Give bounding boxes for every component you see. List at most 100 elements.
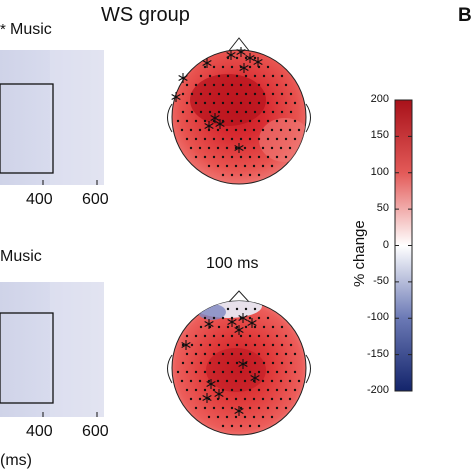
electrode-dot — [230, 83, 234, 87]
electrode-dot — [289, 361, 293, 365]
significance-star — [181, 342, 191, 348]
electrode-dot — [225, 128, 229, 132]
electrode-dot — [235, 307, 239, 311]
electrode-dot — [257, 155, 261, 159]
electrode-dot — [230, 352, 234, 356]
electrode-dot — [271, 74, 275, 78]
significance-star — [227, 319, 237, 325]
electrode-dot — [230, 173, 234, 177]
electrode-dot — [297, 128, 301, 132]
electrode-dot — [248, 101, 252, 105]
electrode-dot — [216, 379, 220, 383]
electrode-dot — [248, 155, 252, 159]
significance-star — [250, 375, 260, 381]
electrode-dot — [275, 137, 279, 141]
electrode-dot — [234, 164, 238, 168]
electrode-dot — [262, 325, 266, 329]
electrode-dot — [199, 343, 203, 347]
electrode-dot — [239, 388, 243, 392]
electrode-dot — [189, 128, 193, 132]
electrode-dot — [230, 424, 234, 428]
electrode-dot — [270, 164, 274, 168]
electrode-dot — [293, 101, 297, 105]
electrode-dot — [207, 146, 211, 150]
electrode-dot — [284, 119, 288, 123]
electrode-dot — [270, 379, 274, 383]
electrode-dot — [212, 352, 216, 356]
electrode-dot — [212, 137, 216, 141]
electrode-dot — [257, 137, 261, 141]
significance-star — [206, 381, 216, 387]
significance-star — [239, 65, 249, 71]
electrode-dot — [239, 173, 243, 177]
significance-star — [210, 115, 220, 121]
electrode-dot — [275, 370, 279, 374]
electrode-dot — [248, 83, 252, 87]
colorbar-tick-label: 200 — [370, 93, 389, 105]
electrode-dot — [252, 128, 256, 132]
electrode-dot — [221, 406, 225, 410]
electrode-dot — [208, 92, 212, 96]
significance-star — [226, 52, 236, 58]
electrode-dot — [266, 155, 270, 159]
electrode-dot — [198, 128, 202, 132]
electrode-dot — [275, 352, 279, 356]
electrode-dot — [185, 83, 189, 87]
electrode-dot — [199, 361, 203, 365]
electrode-dot — [253, 56, 257, 60]
electrode-dot — [253, 307, 257, 311]
electrode-dot — [203, 406, 207, 410]
electrode-dot — [253, 325, 257, 329]
electrode-dot — [244, 307, 248, 311]
electrode-dot — [221, 352, 225, 356]
significance-star — [202, 395, 212, 401]
electrode-dot — [243, 164, 247, 168]
significance-star — [238, 315, 248, 321]
electrode-dot — [208, 110, 212, 114]
electrode-dot — [194, 137, 198, 141]
electrode-dot — [230, 334, 234, 338]
electrode-dot — [212, 101, 216, 105]
electrode-dot — [284, 406, 288, 410]
electrode-dot — [234, 415, 238, 419]
electrode-dot — [262, 343, 266, 347]
electrode-dot — [176, 370, 180, 374]
electrode-dot — [239, 101, 243, 105]
electrode-dot — [252, 397, 256, 401]
electrode-dot — [194, 352, 198, 356]
significance-star — [247, 320, 257, 326]
electrode-dot — [262, 92, 266, 96]
electrode-dot — [253, 343, 257, 347]
electrode-dot — [293, 352, 297, 356]
electrode-dot — [297, 379, 301, 383]
electrode-dot — [234, 128, 238, 132]
electrode-dot — [230, 155, 234, 159]
electrode-dot — [217, 74, 221, 78]
electrode-dot — [199, 74, 203, 78]
electrode-dot — [221, 65, 225, 69]
bottom-x-tick-600: 600 — [82, 423, 109, 440]
electrode-dot — [226, 325, 230, 329]
electrode-dot — [221, 424, 225, 428]
electrode-dot — [293, 370, 297, 374]
colorbar-tick-label: 0 — [382, 238, 389, 251]
electrode-dot — [261, 415, 265, 419]
electrode-dot — [289, 92, 293, 96]
electrode-dot — [266, 137, 270, 141]
electrode-dot — [266, 65, 270, 69]
electrode-dot — [180, 379, 184, 383]
electrode-dot — [194, 83, 198, 87]
electrode-dot — [216, 164, 220, 168]
electrode-dot — [284, 370, 288, 374]
electrode-dot — [226, 74, 230, 78]
colorbar-tick-label: -50 — [373, 274, 389, 287]
colorbar-tick-label: -200 — [366, 384, 389, 396]
electrode-dot — [284, 388, 288, 392]
topomap-top — [167, 37, 311, 185]
colorbar-label: % change — [351, 220, 368, 287]
electrode-dot — [239, 424, 243, 428]
x-axis-label: (ms) — [0, 452, 32, 469]
electrode-dot — [189, 146, 193, 150]
electrode-dot — [289, 343, 293, 347]
electrode-dot — [257, 424, 261, 428]
